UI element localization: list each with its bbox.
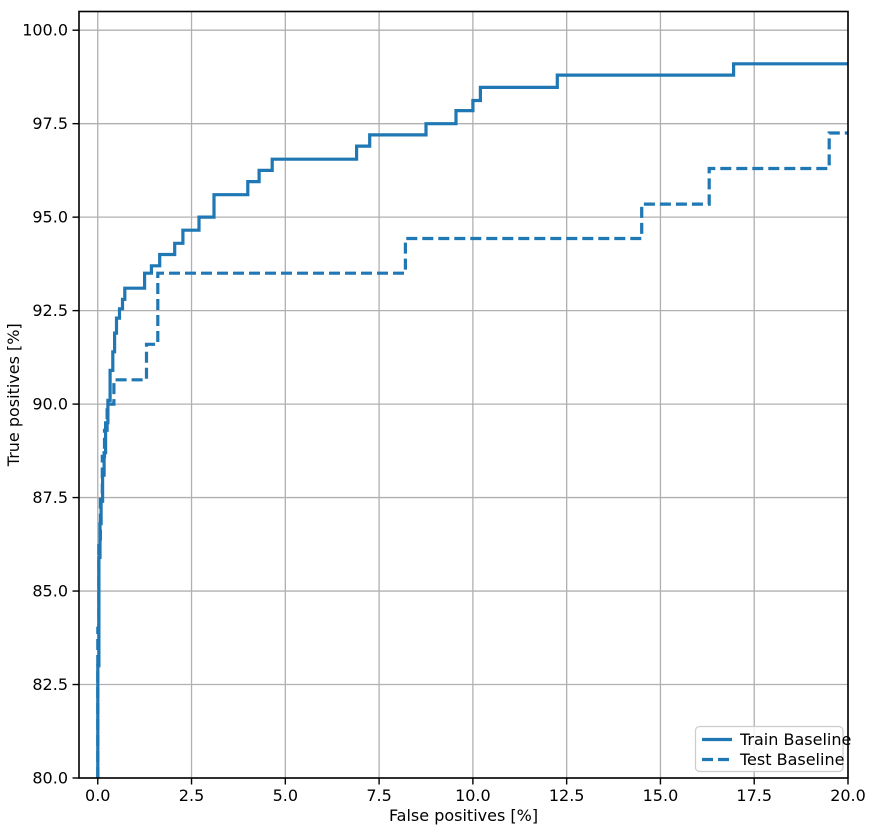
x-tick-label: 17.5 [736,786,772,805]
x-tick-label: 0.0 [85,786,110,805]
y-tick-label: 82.5 [32,675,68,694]
y-tick-label: 100.0 [22,21,68,40]
y-tick-label: 90.0 [32,395,68,414]
x-tick-label: 2.5 [179,786,204,805]
y-axis-label: True positives [%] [4,323,23,467]
y-tick-label: 97.5 [32,114,68,133]
x-tick-label: 10.0 [455,786,491,805]
y-tick-label: 95.0 [32,208,68,227]
legend-label: Test Baseline [739,750,844,769]
legend-label: Train Baseline [739,730,851,749]
y-tick-label: 87.5 [32,488,68,507]
legend-box [694,725,844,773]
y-tick-label: 92.5 [32,301,68,320]
test-baseline-line [96,131,848,778]
x-tick-label: 20.0 [830,786,866,805]
train-baseline-line [96,62,848,778]
x-tick-label: 7.5 [366,786,391,805]
y-tick-label: 85.0 [32,582,68,601]
y-tick-label: 80.0 [32,769,68,788]
x-axis-label: False positives [%] [389,806,538,825]
x-tick-label: 5.0 [273,786,298,805]
x-tick-label: 12.5 [549,786,585,805]
axes-spines [78,10,849,779]
x-tick-label: 15.0 [643,786,679,805]
